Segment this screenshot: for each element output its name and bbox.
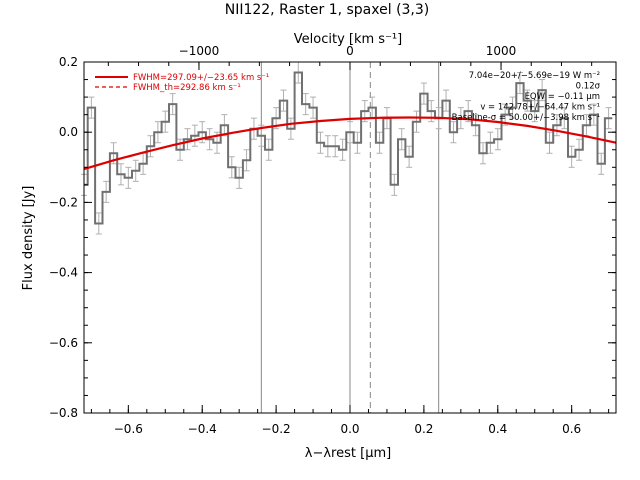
x-axis-label: λ−λrest [μm] [305,446,391,461]
x-tick-label: 0.4 [488,422,507,436]
x-tick-label: −0.4 [188,422,217,436]
top-tick-label: 1000 [486,44,517,58]
annotation-4: Baseline-σ = 50.00+/−3.98 km s⁻¹ [452,113,600,123]
annotation-1: 0.12σ [576,82,601,92]
x-tick-label: 0.2 [414,422,433,436]
annotation-0: 7.04e−20+/−5.69e−19 W m⁻² [469,71,600,81]
x-tick-label: −0.2 [262,422,291,436]
top-axis-label: Velocity [km s⁻¹] [294,32,402,47]
axes: −0.6 −0.4 −0.2 0.0 0.2 0.4 0.6 −0.8 −0.6 −0.4 −0.2… [49,44,617,436]
y-tick-label: −0.2 [49,195,78,209]
y-tick-label: 0.0 [59,125,78,139]
y-tick-label: −0.4 [49,266,78,280]
x-tick-label: 0.6 [562,422,581,436]
y-axis-label: Flux density [Jy] [21,186,36,291]
x-tick-label: 0.0 [340,422,359,436]
legend-label-0: FWHM=297.09+/−23.65 km s⁻¹ [133,73,269,83]
top-tick-label: −1000 [179,44,220,58]
x-tick-label: −0.6 [114,422,143,436]
data-series [81,61,617,235]
y-tick-label: −0.6 [49,336,78,350]
annotation-3: v = 142.78+/−64.47 km s⁻¹ [480,103,600,113]
y-tick-label: 0.2 [59,55,78,69]
spectrum-step-line [84,71,613,225]
legend: FWHM=297.09+/−23.65 km s⁻¹FWHM_th=292.86… [95,73,269,93]
chart-title: NII122, Raster 1, spaxel (3,3) [225,2,430,18]
annotation-2: EQW = −0.11 μm [525,92,600,102]
legend-label-1: FWHM_th=292.86 km s⁻¹ [133,83,241,93]
top-tick-label: 0 [346,44,354,58]
fit-curve-line [83,116,617,171]
y-tick-label: −0.8 [49,406,78,420]
